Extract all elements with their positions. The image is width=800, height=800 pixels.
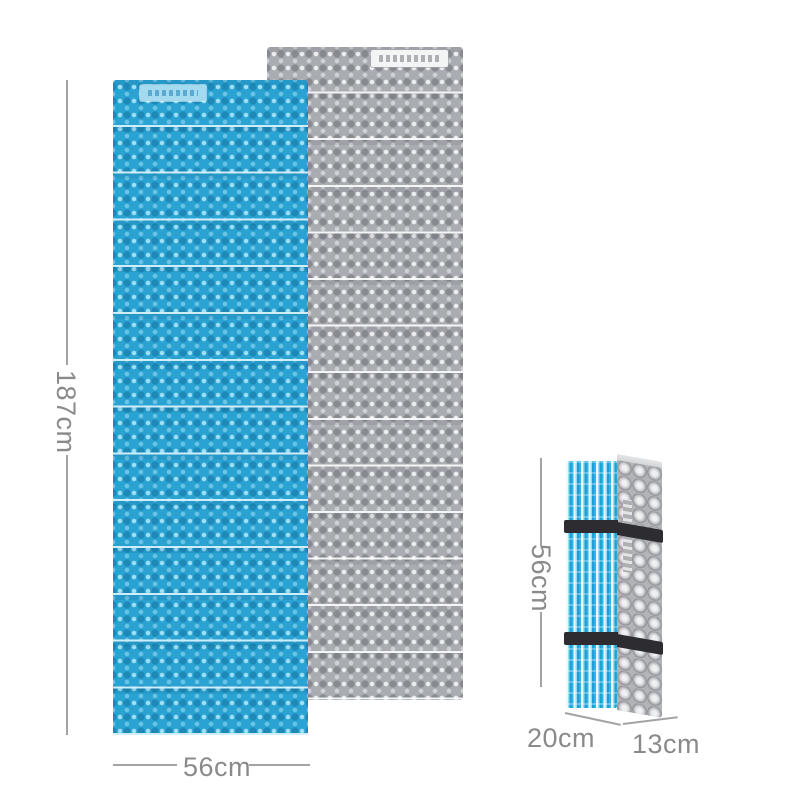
blue-foam-mat xyxy=(113,80,308,735)
folded-mat-bundle xyxy=(563,450,663,730)
blue-mat-fold-lines xyxy=(113,80,308,735)
top-strap-front xyxy=(564,520,618,533)
blue-mat-brand-label xyxy=(140,85,206,101)
length-dimension-line-top xyxy=(66,80,68,365)
length-dimension-line-bottom xyxy=(66,455,68,735)
bottom-strap-front xyxy=(564,632,618,645)
blue-mat-brand-text xyxy=(148,90,198,96)
width-dimension-line-left xyxy=(113,764,177,766)
length-dimension-label: 187cm xyxy=(51,370,81,454)
folded-height-line-top xyxy=(540,458,542,546)
folded-height-label: 56cm xyxy=(526,543,556,613)
folded-mat-front-face xyxy=(566,461,617,708)
width-dimension-label: 56cm xyxy=(183,752,252,782)
folded-depth-label: 13cm xyxy=(631,729,701,759)
width-dimension-line-right xyxy=(249,764,310,766)
gray-mat-brand-label xyxy=(371,50,448,67)
gray-mat-brand-text xyxy=(379,55,440,62)
folded-height-line-bottom xyxy=(540,612,542,687)
folded-width-label: 20cm xyxy=(526,723,596,753)
